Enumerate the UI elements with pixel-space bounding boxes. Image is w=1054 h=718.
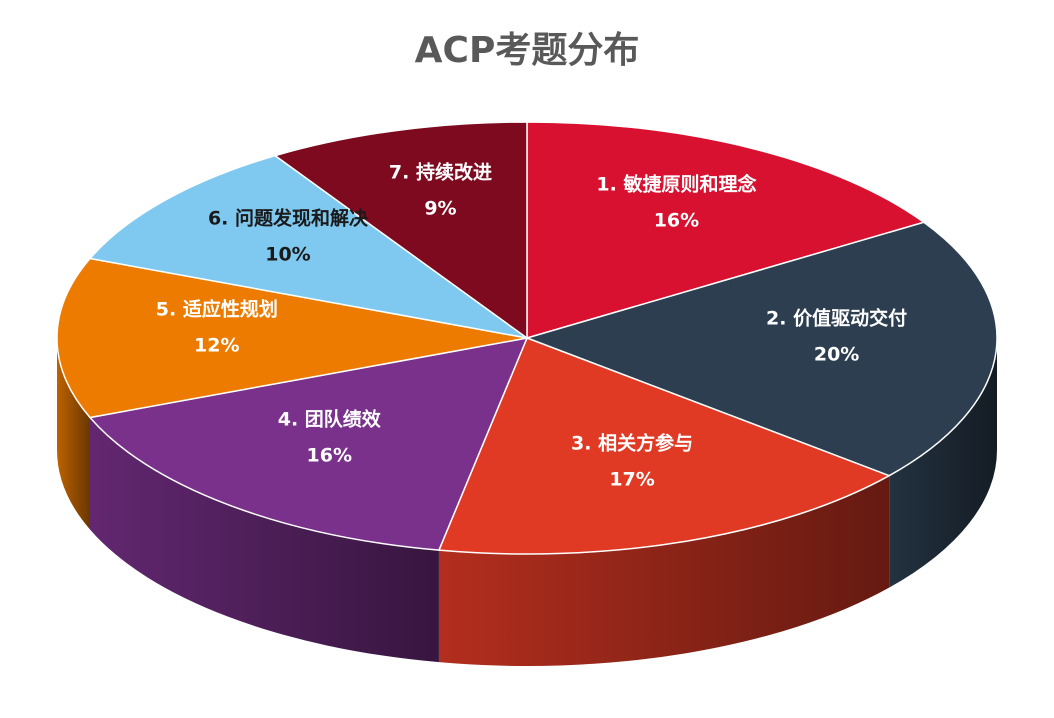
value-label: 16%: [307, 444, 352, 466]
slice: [88, 154, 528, 339]
value-label: 12%: [194, 335, 239, 357]
slice-label: 6. 问题发现和解决: [208, 207, 369, 230]
value-label: 16%: [654, 210, 699, 232]
chart-title: ACP考题分布: [415, 30, 640, 71]
value-label: 17%: [609, 469, 654, 491]
slice: [437, 337, 891, 555]
slice: [273, 121, 528, 340]
slice-side: [438, 475, 890, 666]
slice-label: 7. 持续改进: [389, 161, 492, 184]
slice-label: 5. 适应性规划: [156, 298, 278, 321]
slice-label: 1. 敏捷原则和理念: [596, 173, 756, 196]
value-label: 10%: [265, 244, 310, 266]
slice-side: [889, 338, 997, 588]
slice-side: [57, 338, 91, 530]
value-label: 20%: [814, 343, 859, 365]
slice: [56, 257, 528, 419]
slice: [88, 337, 529, 551]
slice: [526, 121, 926, 339]
slice-label: 4. 团队绩效: [278, 407, 381, 430]
slice-label: 2. 价值驱动交付: [766, 306, 907, 329]
value-label: 9%: [424, 198, 456, 220]
slice-side: [90, 417, 439, 663]
slice-label: 3. 相关方参与: [571, 432, 693, 455]
slice: [524, 221, 998, 477]
